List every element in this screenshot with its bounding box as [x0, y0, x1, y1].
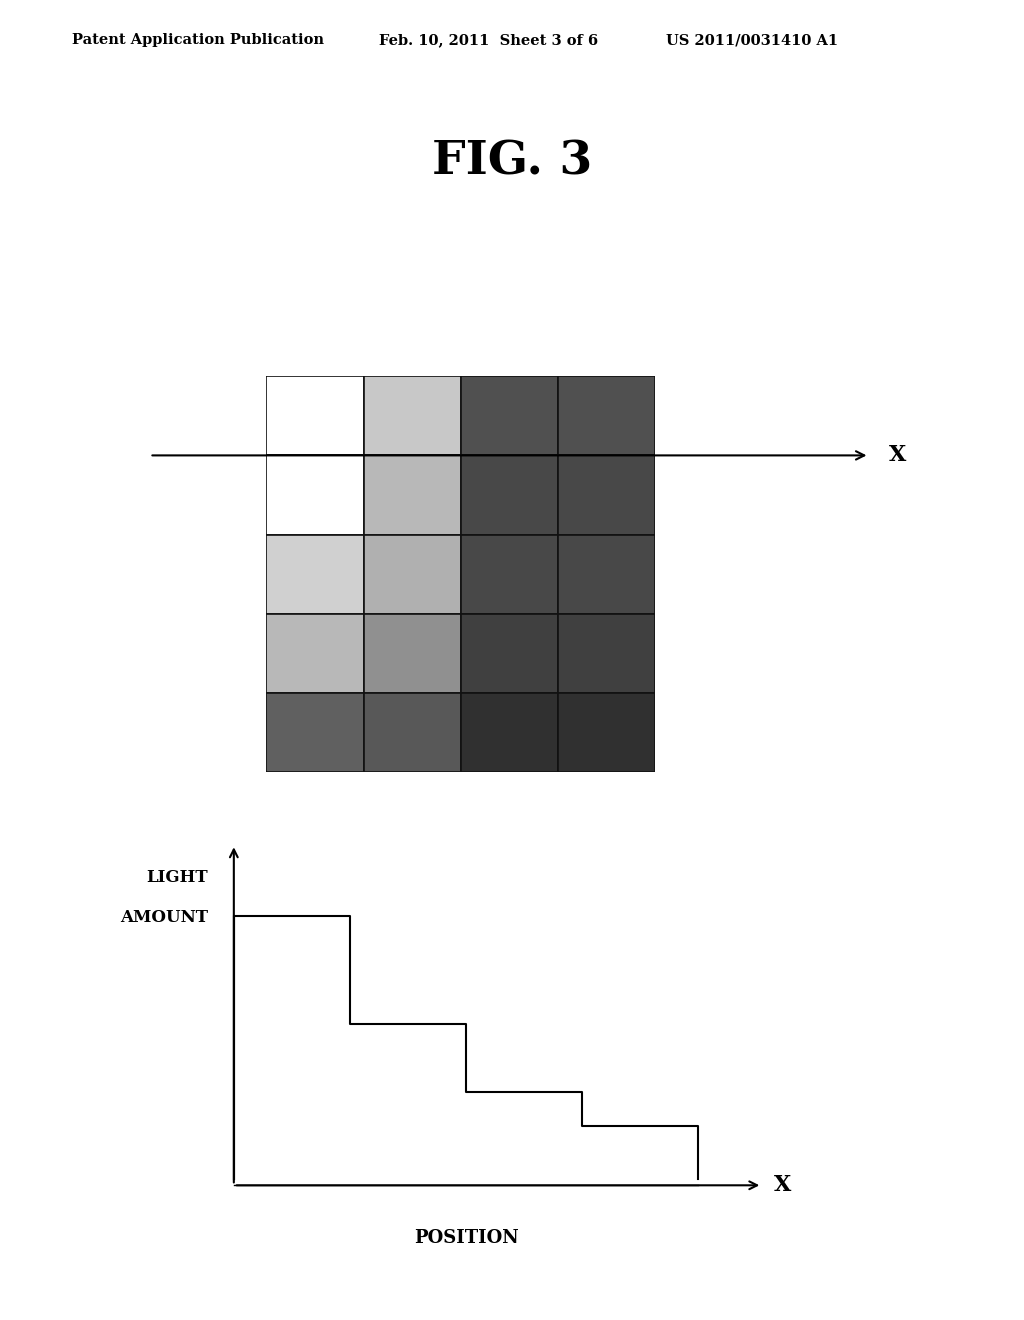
- Bar: [364, 693, 461, 772]
- Text: LIGHT: LIGHT: [146, 869, 208, 886]
- Bar: [461, 693, 558, 772]
- Text: Feb. 10, 2011  Sheet 3 of 6: Feb. 10, 2011 Sheet 3 of 6: [379, 33, 598, 48]
- Bar: [558, 693, 655, 772]
- Text: AMOUNT: AMOUNT: [120, 909, 208, 927]
- Bar: [558, 614, 655, 693]
- Text: US 2011/0031410 A1: US 2011/0031410 A1: [666, 33, 838, 48]
- Bar: [266, 693, 364, 772]
- Bar: [364, 455, 461, 535]
- Text: POSITION: POSITION: [414, 1229, 518, 1246]
- Bar: [558, 535, 655, 614]
- Text: X: X: [889, 445, 906, 466]
- Bar: [266, 455, 364, 535]
- Bar: [364, 535, 461, 614]
- Text: FIG. 3: FIG. 3: [432, 139, 592, 185]
- Bar: [558, 376, 655, 455]
- Bar: [266, 535, 364, 614]
- Bar: [266, 376, 364, 455]
- Bar: [461, 535, 558, 614]
- Bar: [364, 614, 461, 693]
- Bar: [558, 455, 655, 535]
- Text: X: X: [774, 1175, 792, 1196]
- Bar: [461, 614, 558, 693]
- Bar: [266, 614, 364, 693]
- Bar: [461, 376, 558, 455]
- Bar: [364, 376, 461, 455]
- Bar: [461, 455, 558, 535]
- Text: Patent Application Publication: Patent Application Publication: [72, 33, 324, 48]
